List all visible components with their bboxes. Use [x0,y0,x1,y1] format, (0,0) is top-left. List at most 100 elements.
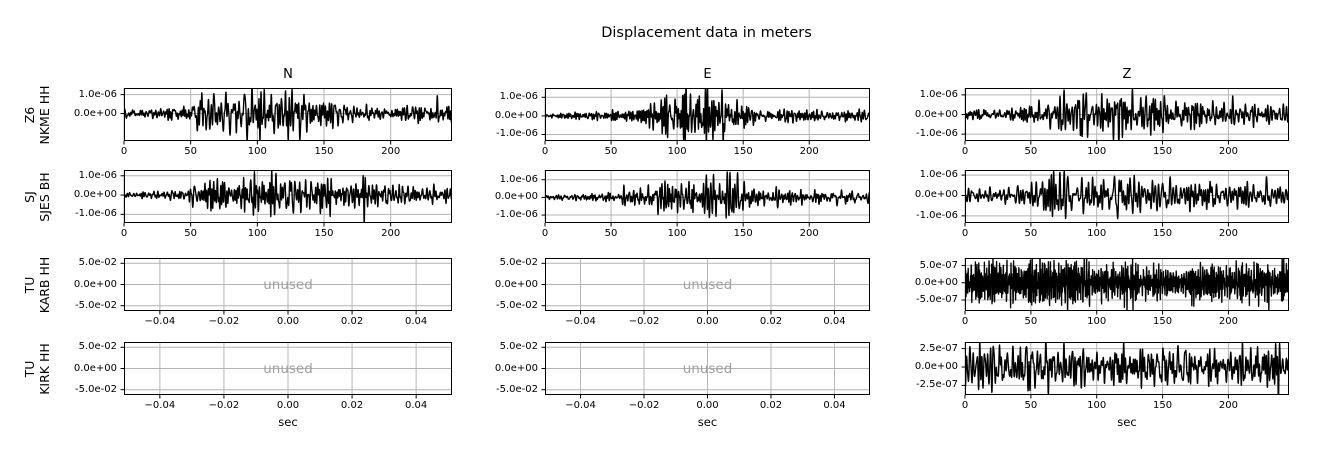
unused-plot-label: unused [682,276,733,293]
subplot-Z6-NKME-HH-Z [961,88,1289,145]
x-tick-label: 200 [381,146,401,157]
x-tick-label: 150 [1153,400,1173,411]
unused-plot-label: unused [263,360,313,377]
subplot-SJ-SJES-BH-N [120,170,452,227]
y-tick-label: 0.0e+00 [73,189,117,201]
x-tick-label: 0.00 [696,400,719,411]
seismogram-trace-TU-KIRK-HH-Z [965,342,1289,395]
row-label-station: NKME HH [37,84,52,145]
row-label-station: KIRK HH [37,342,52,395]
x-tick-label: −0.02 [628,316,660,327]
x-axis-label-E: sec [697,415,718,429]
x-tick-label: 0.02 [759,316,783,327]
y-tick-label: 5.0e-02 [78,257,117,269]
y-tick-label: 5.0e-07 [919,259,958,271]
figure-title: Displacement data in meters [601,25,812,41]
x-tick-label: 0.04 [823,400,846,411]
y-tick-label: -5.0e-02 [496,383,538,395]
x-tick-label: 100 [667,146,687,157]
x-tick-label: 0 [961,400,969,411]
x-tick-label: −0.04 [565,316,596,327]
row-label-TU-KARB-HH: TU KARB HH [22,256,52,313]
column-title-N: N [283,67,293,82]
subplot-Z6-NKME-HH-N [120,88,452,145]
row-label-station: SJES BH [37,171,52,222]
x-tick-label: 50 [604,146,618,157]
x-tick-label: 100 [1087,316,1107,327]
x-tick-label: 200 [1218,228,1238,239]
seismogram-trace-SJ-SJES-BH-Z [965,170,1289,220]
column-title-E: E [703,67,712,82]
y-tick-label: 1.0e-06 [78,169,117,181]
y-tick-label: -5.0e-02 [75,299,117,311]
y-tick-label: 1.0e-06 [499,91,538,103]
row-label-TU-KIRK-HH: TU KIRK HH [22,343,52,395]
subplot-Z6-NKME-HH-E [541,88,870,145]
row-label-SJ-SJES-BH: SJ SJES BH [22,172,52,221]
row-label-station: KARB HH [37,256,52,313]
x-tick-label: 0.02 [759,400,783,411]
x-tick-label: −0.04 [144,316,176,327]
x-tick-label: 0.04 [404,316,428,327]
unused-plot-label: unused [263,276,313,293]
y-tick-label: -5.0e-02 [75,383,117,395]
subplot-TU-KARB-HH-Z [961,258,1289,315]
x-tick-label: −0.02 [628,400,660,411]
x-tick-label: 0.02 [340,316,364,327]
x-tick-label: 150 [314,228,334,239]
y-tick-label: 0.0e+00 [914,108,958,120]
x-tick-label: 0 [961,146,969,157]
x-tick-label: 100 [1087,228,1107,239]
y-tick-label: 2.5e-07 [919,342,958,354]
x-axis-label-N: sec [278,415,298,429]
x-tick-label: 150 [733,146,753,157]
subplot-SJ-SJES-BH-E [541,170,870,227]
y-tick-label: -1.0e-06 [916,209,958,221]
unused-plot-label: unused [682,360,733,377]
x-tick-label: 200 [1218,146,1238,157]
y-tick-label: -2.5e-07 [916,379,958,391]
x-tick-label: 0.00 [276,316,300,327]
row-label-Z6-NKME-HH: Z6 NKME HH [22,85,52,144]
y-tick-label: 0.0e+00 [494,109,538,121]
x-tick-label: 0.00 [696,316,719,327]
x-tick-label: 50 [604,228,618,239]
x-tick-label: −0.04 [144,400,176,411]
y-tick-label: -1.0e-06 [496,209,538,221]
y-tick-label: 5.0e-02 [499,341,538,353]
y-tick-label: -5.0e-07 [916,293,958,305]
y-tick-label: 0.0e+00 [73,362,117,374]
subplot-TU-KARB-HH-E: unused [541,258,870,315]
x-tick-label: 150 [733,228,753,239]
x-tick-label: 50 [184,228,198,239]
x-tick-label: 200 [1218,316,1238,327]
x-tick-label: 0.04 [823,316,846,327]
x-tick-label: 200 [1218,400,1238,411]
x-tick-label: 50 [1024,228,1038,239]
x-tick-label: 0 [961,316,969,327]
subplot-TU-KIRK-HH-E: unused [541,342,870,399]
x-tick-label: 0.02 [340,400,364,411]
x-tick-label: 50 [184,146,198,157]
x-tick-label: 0 [961,228,969,239]
y-tick-label: 0.0e+00 [914,361,958,373]
x-tick-label: 0 [120,228,128,239]
x-tick-label: 200 [381,228,401,239]
x-tick-label: 100 [1087,146,1107,157]
x-tick-label: 0 [120,146,128,157]
x-tick-label: 50 [1024,400,1038,411]
y-tick-label: 0.0e+00 [494,278,538,290]
seismogram-trace-SJ-SJES-BH-N [124,170,452,223]
x-tick-label: 100 [247,146,267,157]
x-axis-label-Z: sec [1117,415,1137,429]
y-tick-label: 1.0e-06 [919,88,958,100]
x-tick-label: 200 [799,228,819,239]
x-tick-label: 150 [1153,146,1173,157]
subplot-TU-KIRK-HH-Z [961,342,1289,399]
x-tick-label: 150 [314,146,334,157]
x-tick-label: 0.04 [404,400,428,411]
y-tick-label: 1.0e-06 [78,88,117,100]
row-label-network: Z6 [22,106,37,123]
y-tick-label: 0.0e+00 [73,278,117,290]
